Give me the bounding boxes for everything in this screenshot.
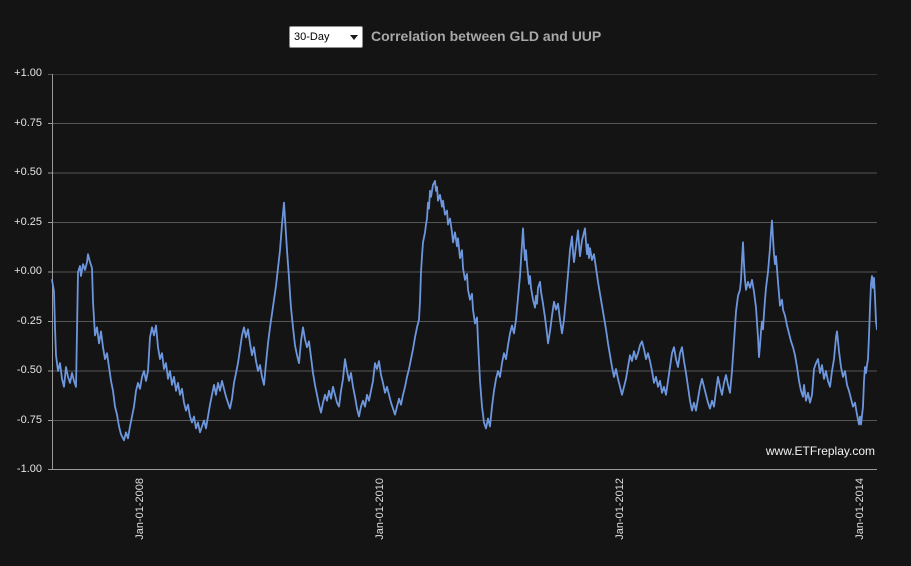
y-axis-label: -0.25 <box>16 314 42 327</box>
period-dropdown[interactable]: 30-Day <box>289 26 363 48</box>
y-axis-label: +1.00 <box>14 67 42 79</box>
period-select-wrap: 30-Day <box>289 26 363 48</box>
correlation-line-series <box>51 180 877 442</box>
x-axis-label: Jan-01-2014 <box>854 478 866 540</box>
x-axis-label: Jan-01-2012 <box>614 478 626 540</box>
y-axis-label: +0.75 <box>14 116 42 129</box>
y-axis-label: -1.00 <box>16 463 42 475</box>
y-axis-label: +0.50 <box>14 166 42 178</box>
y-axis-label: +0.25 <box>14 215 42 228</box>
x-axis-label: Jan-01-2008 <box>134 478 146 540</box>
y-axis-label: -0.50 <box>16 364 42 376</box>
y-axis-label: -0.75 <box>16 413 42 426</box>
correlation-chart <box>48 74 877 470</box>
x-axis-label: Jan-01-2010 <box>374 478 386 540</box>
chart-title: Correlation between GLD and UUP <box>371 28 602 44</box>
watermark-link[interactable]: www.ETFreplay.com <box>765 444 875 458</box>
y-axis-label: +0.00 <box>14 265 42 277</box>
